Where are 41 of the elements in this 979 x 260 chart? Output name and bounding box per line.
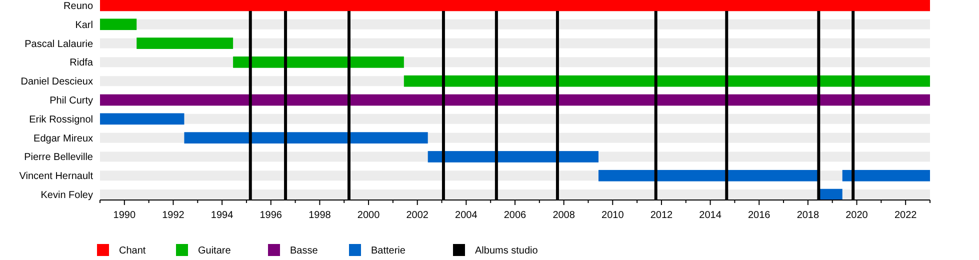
y-tick-label: Reuno bbox=[64, 0, 94, 12]
x-tick-label: 2016 bbox=[748, 210, 771, 221]
bar bbox=[428, 151, 598, 162]
y-tick-label: Erik Rossignol bbox=[29, 114, 93, 126]
bar bbox=[598, 170, 819, 182]
bar bbox=[233, 56, 404, 68]
y-tick-label: Kevin Foley bbox=[40, 190, 93, 202]
x-tick-label: 2000 bbox=[357, 210, 380, 221]
bar bbox=[100, 18, 137, 30]
y-tick-label: Ridfa bbox=[70, 58, 94, 69]
x-tick-label: 2014 bbox=[699, 210, 722, 221]
bar bbox=[184, 132, 428, 144]
x-tick-label: 2004 bbox=[455, 210, 478, 221]
x-tick-label: 2018 bbox=[796, 210, 820, 221]
x-tick-label: 2008 bbox=[552, 210, 576, 221]
x-tick-label: 1990 bbox=[113, 210, 136, 221]
y-tick-label: Edgar Mireux bbox=[34, 133, 93, 144]
y-tick-label: Vincent Hernault bbox=[19, 171, 94, 182]
x-tick-label: 2006 bbox=[504, 210, 527, 221]
x-tick-label: 1992 bbox=[162, 210, 185, 221]
y-tick-label: Daniel Descieux bbox=[20, 76, 93, 88]
legend-label: Batterie bbox=[371, 246, 406, 256]
x-tick-label: 2012 bbox=[650, 210, 674, 221]
y-tick-label: Pascal Lalaurie bbox=[24, 38, 94, 50]
y-tick-label: Phil Curty bbox=[50, 96, 93, 106]
x-tick-label: 1998 bbox=[308, 210, 332, 221]
x-tick-label: 2022 bbox=[894, 210, 918, 221]
legend-label: Albums studio bbox=[475, 246, 538, 256]
x-tick-label: 2002 bbox=[406, 210, 429, 221]
legend-label: Guitare bbox=[198, 246, 232, 256]
bar bbox=[100, 113, 184, 125]
legend-label: Chant bbox=[119, 246, 146, 256]
y-tick-label: Karl bbox=[75, 20, 93, 31]
y-tick-label: Pierre Belleville bbox=[24, 152, 94, 164]
x-tick-label: 1996 bbox=[260, 210, 282, 221]
x-tick-label: 1994 bbox=[210, 210, 234, 221]
bar bbox=[136, 38, 234, 49]
x-tick-label: 2020 bbox=[846, 210, 868, 221]
legend-label: Basse bbox=[290, 246, 318, 256]
bar bbox=[842, 170, 930, 182]
x-tick-label: 2010 bbox=[602, 210, 624, 221]
